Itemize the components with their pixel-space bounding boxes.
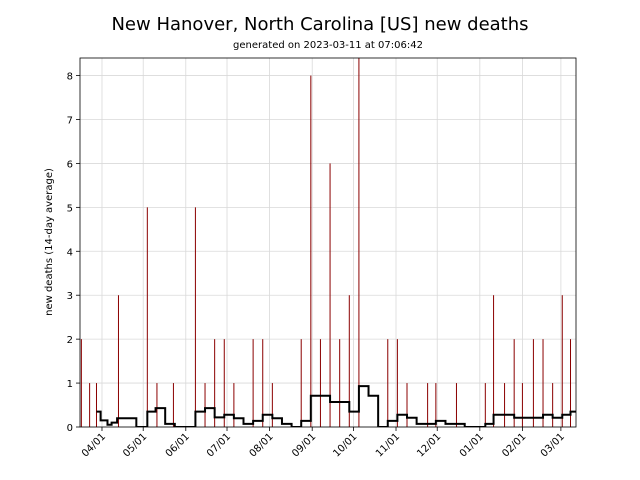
- x-tick-label: 04/01: [80, 431, 108, 459]
- y-tick-label: 5: [67, 203, 73, 214]
- bar: [396, 339, 398, 427]
- x-tick-label: 02/01: [500, 431, 528, 459]
- y-tick-label: 3: [67, 291, 73, 302]
- bar: [156, 383, 158, 427]
- y-tick-label: 1: [67, 379, 73, 390]
- bar: [504, 383, 506, 427]
- x-tick-label: 06/01: [164, 431, 192, 459]
- x-tick-label: 12/01: [415, 431, 443, 459]
- bar: [455, 383, 457, 427]
- y-tick-label: 8: [67, 72, 73, 83]
- bar: [561, 295, 563, 427]
- y-axis-label: new deaths (14-day average): [44, 168, 55, 316]
- bar: [427, 383, 429, 427]
- bar: [319, 339, 321, 427]
- bar: [329, 163, 331, 427]
- x-tick-label: 11/01: [374, 431, 402, 459]
- bar: [513, 339, 515, 427]
- bar: [310, 75, 312, 427]
- bar: [146, 207, 148, 427]
- x-tick-label: 09/01: [290, 431, 318, 459]
- x-tick-label: 07/01: [205, 431, 233, 459]
- x-tick-label: 05/01: [121, 431, 149, 459]
- bar: [552, 383, 554, 427]
- bar: [348, 295, 350, 427]
- grid: [80, 58, 576, 428]
- bar: [233, 383, 235, 427]
- chart-subtitle: generated on 2023-03-11 at 07:06:42: [233, 40, 423, 51]
- bar: [300, 339, 302, 427]
- bar: [89, 383, 91, 427]
- y-tick-label: 6: [67, 159, 73, 170]
- bar: [339, 339, 341, 427]
- bar: [570, 339, 572, 427]
- bar: [358, 58, 360, 427]
- y-tick-label: 4: [67, 247, 73, 258]
- y-tick-label: 2: [67, 335, 73, 346]
- bar: [95, 383, 97, 427]
- bar: [172, 383, 174, 427]
- bar: [387, 339, 389, 427]
- bar: [204, 383, 206, 427]
- y-tick-label: 0: [67, 423, 73, 434]
- bar: [214, 339, 216, 427]
- plot-frame: [79, 57, 577, 428]
- line: [96, 385, 576, 427]
- x-tick-label: 01/01: [458, 431, 486, 459]
- bar: [252, 339, 254, 427]
- bar: [262, 339, 264, 427]
- bar: [117, 295, 119, 427]
- x-tick-label: 03/01: [539, 431, 567, 459]
- bar: [493, 295, 495, 427]
- plot-area: [80, 58, 576, 427]
- bar: [435, 383, 437, 427]
- x-tick-label: 10/01: [331, 431, 359, 459]
- chart-title: New Hanover, North Carolina [US] new dea…: [111, 14, 528, 35]
- bar: [542, 339, 544, 427]
- y-tick-label: 7: [67, 116, 73, 127]
- bar: [194, 207, 196, 427]
- bar: [271, 383, 273, 427]
- bar: [532, 339, 534, 427]
- bar: [80, 339, 82, 427]
- x-tick-label: 08/01: [248, 431, 276, 459]
- axes: 0 1 2 3 4 5 6 7 8 04/01 05/01 06/01 07/01 08/01 09/01 1…: [67, 72, 567, 460]
- bar: [484, 383, 486, 427]
- bar: [223, 339, 225, 427]
- bar: [406, 383, 408, 427]
- bar: [521, 383, 523, 427]
